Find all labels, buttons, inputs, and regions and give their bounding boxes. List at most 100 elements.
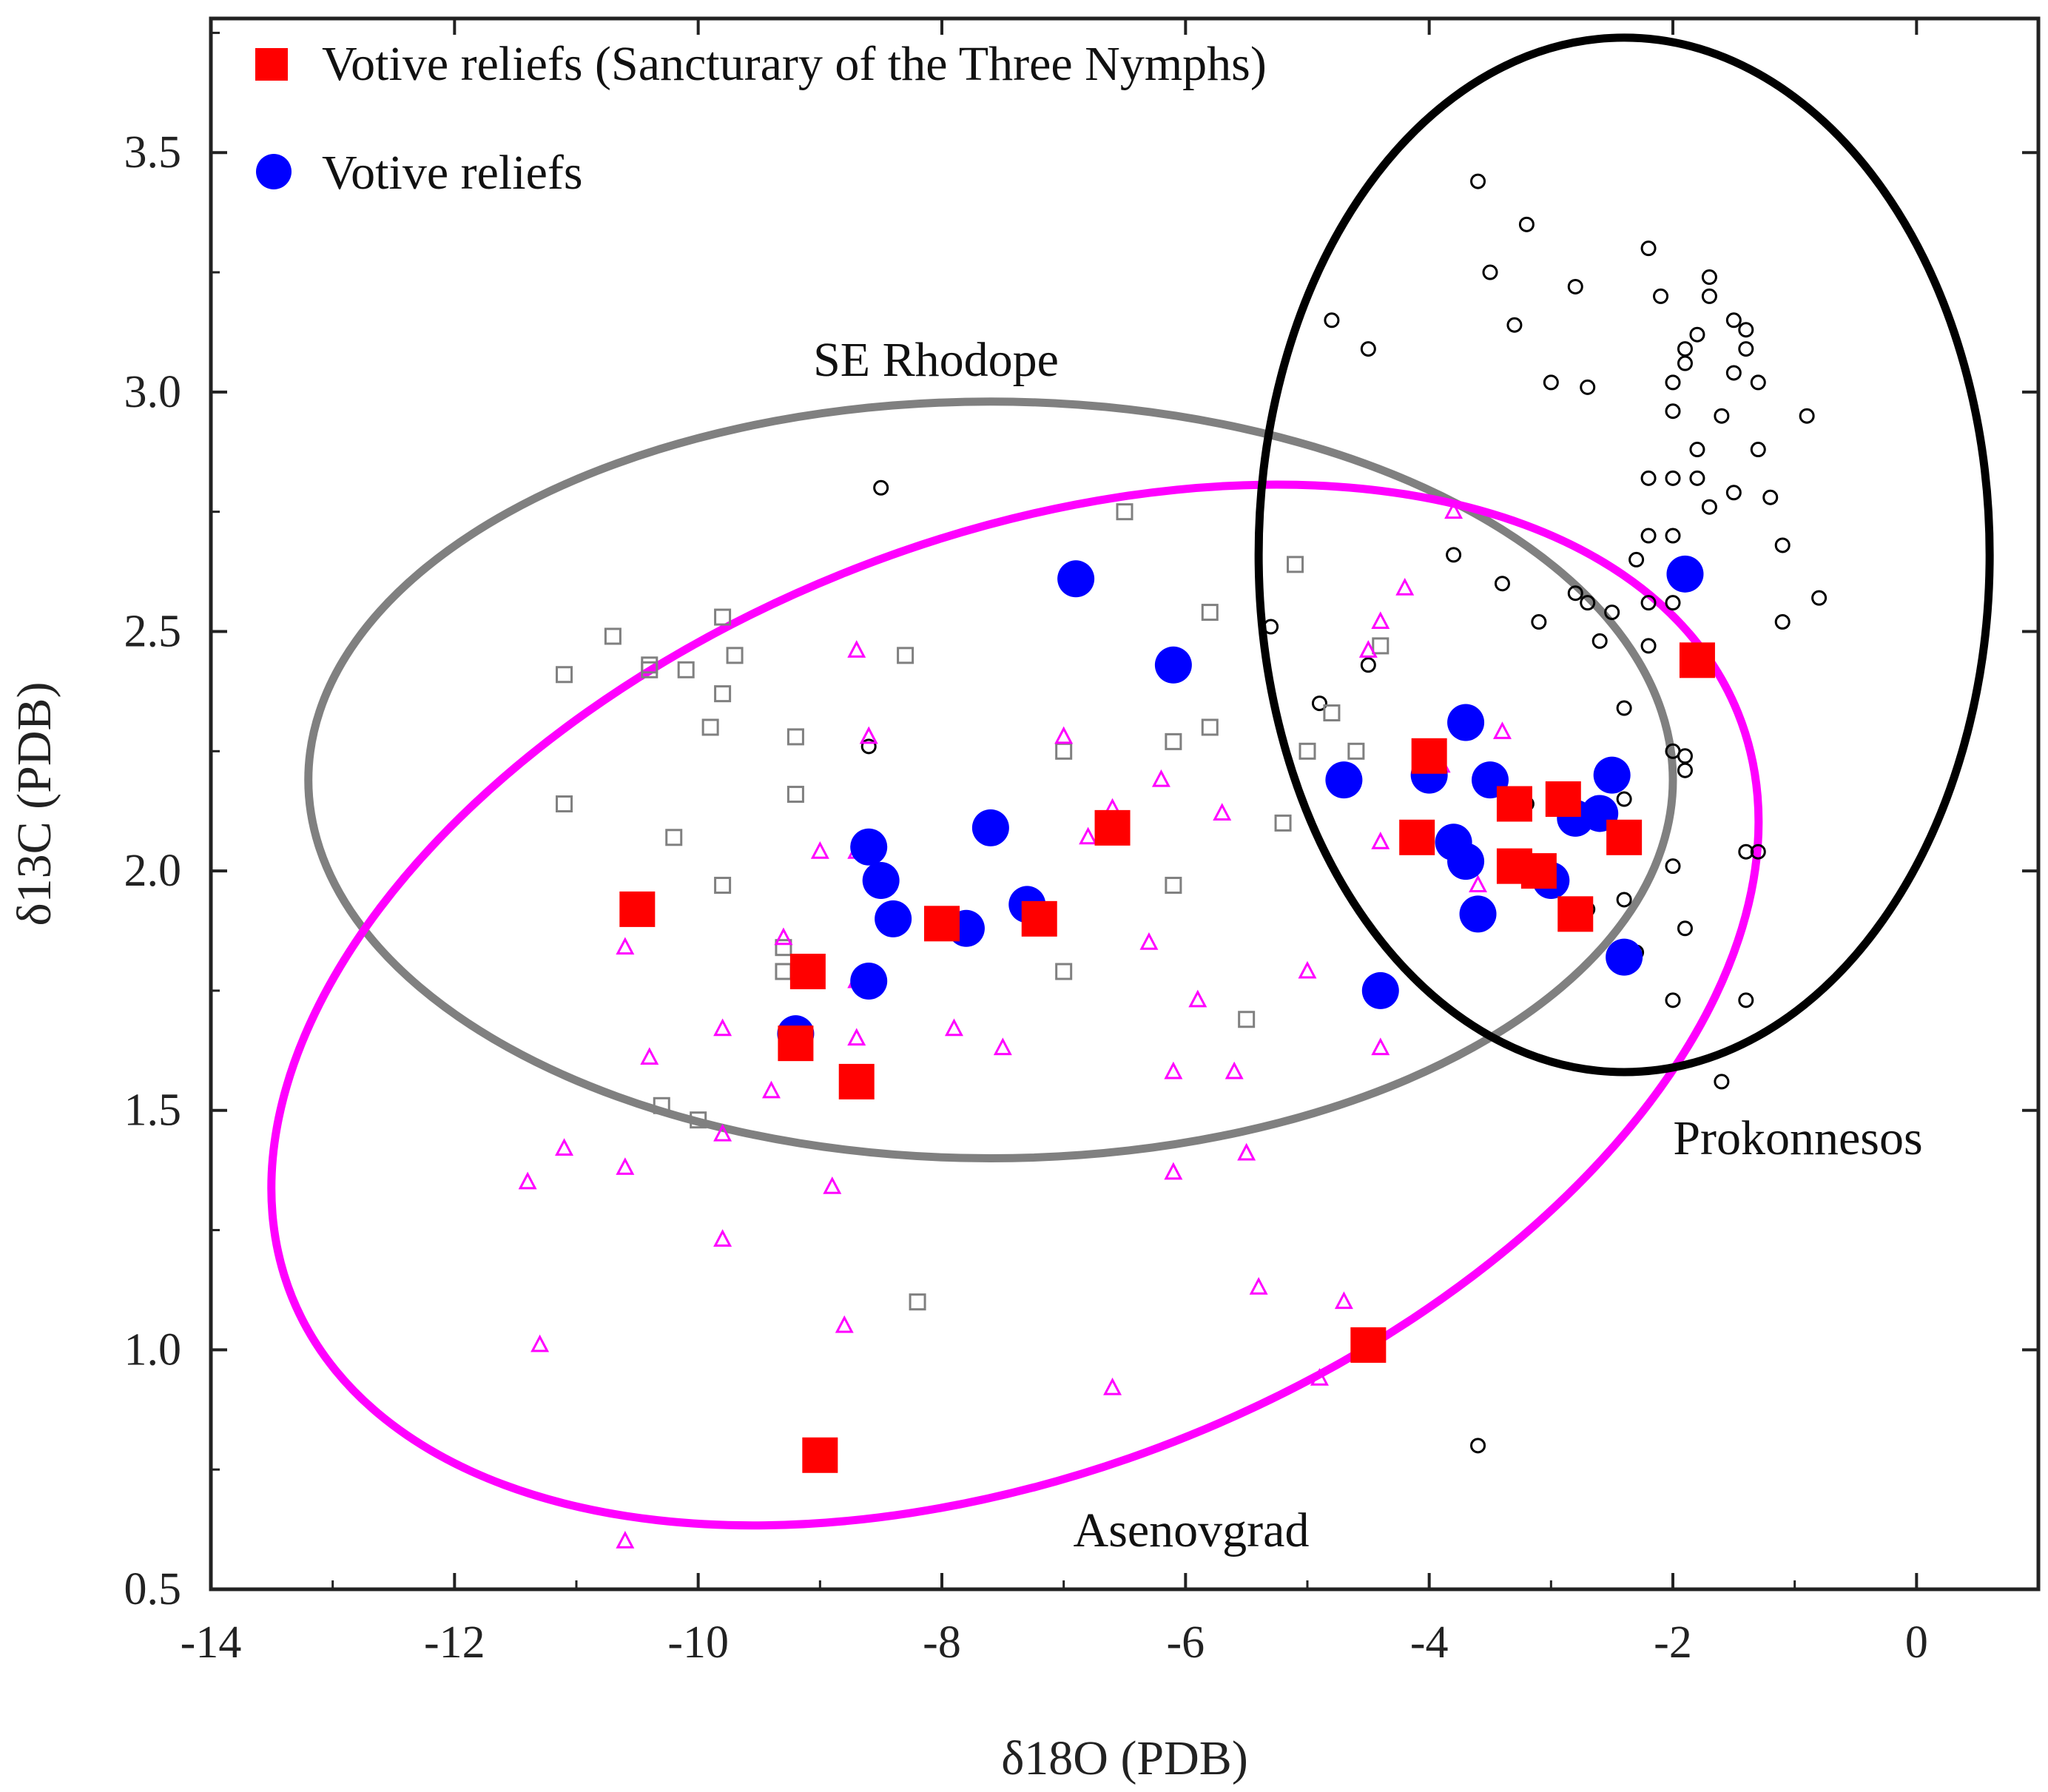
point-prokonnesos-samples xyxy=(1750,843,1766,860)
point-prokonnesos-samples xyxy=(1762,489,1779,505)
point-asenovgrad-samples xyxy=(847,1028,866,1046)
plot-frame xyxy=(209,16,2041,1591)
point-prokonnesos-samples xyxy=(1531,614,1547,630)
point-asenovgrad-samples xyxy=(859,726,878,744)
point-votive-reliefs xyxy=(1666,555,1704,593)
region-ellipses xyxy=(267,33,1994,1530)
point-asenovgrad-samples xyxy=(1054,726,1074,744)
point-votive-reliefs-sancturary-of-the-three-nymphs xyxy=(778,1025,814,1062)
point-prokonnesos-samples xyxy=(1616,700,1632,716)
x-tick-label: -10 xyxy=(667,1617,729,1668)
point-prokonnesos-samples xyxy=(1616,892,1632,908)
point-se-rhodope-samples xyxy=(665,829,683,846)
point-votive-reliefs-sancturary-of-the-three-nymphs xyxy=(924,906,960,942)
point-asenovgrad-samples xyxy=(847,640,866,658)
point-se-rhodope-samples xyxy=(1347,742,1365,760)
point-prokonnesos-samples xyxy=(1725,365,1742,381)
point-asenovgrad-samples xyxy=(1139,932,1159,950)
point-se-rhodope-samples xyxy=(1201,604,1219,622)
point-asenovgrad-samples xyxy=(993,1037,1012,1056)
point-votive-reliefs xyxy=(1361,971,1399,1009)
point-prokonnesos-samples xyxy=(1774,614,1791,630)
point-prokonnesos-samples xyxy=(1738,341,1754,357)
point-prokonnesos-samples xyxy=(1677,920,1693,937)
y-tick-label: 1.0 xyxy=(124,1324,182,1375)
point-prokonnesos-samples xyxy=(1324,312,1340,329)
point-votive-reliefs xyxy=(1154,646,1192,684)
point-asenovgrad-samples xyxy=(1164,1061,1183,1079)
point-prokonnesos-samples xyxy=(1774,537,1791,553)
x-axis-title: δ18O (PDB) xyxy=(1001,1731,1248,1785)
point-asenovgrad-samples xyxy=(774,927,793,946)
point-prokonnesos-samples xyxy=(1482,264,1498,280)
point-asenovgrad-samples xyxy=(1103,1377,1122,1395)
point-prokonnesos-samples xyxy=(1604,604,1620,621)
point-prokonnesos-samples xyxy=(1750,442,1766,458)
point-prokonnesos-samples xyxy=(860,738,877,755)
point-prokonnesos-samples xyxy=(1470,173,1486,189)
region-ellipse-prokonnesos xyxy=(1254,33,1994,1077)
point-votive-reliefs xyxy=(1447,843,1485,880)
point-votive-reliefs xyxy=(1593,756,1631,794)
point-asenovgrad-samples xyxy=(1444,501,1463,519)
point-asenovgrad-samples xyxy=(1334,1291,1353,1310)
y-tick-label: 3.5 xyxy=(124,127,182,178)
point-asenovgrad-samples xyxy=(1151,769,1170,787)
point-prokonnesos-samples xyxy=(1701,499,1717,515)
point-se-rhodope-samples xyxy=(1274,814,1292,832)
point-votive-reliefs-sancturary-of-the-three-nymphs xyxy=(619,891,656,927)
point-prokonnesos-samples xyxy=(1470,1438,1486,1454)
point-asenovgrad-samples xyxy=(944,1018,963,1037)
y-axis-title: δ13C (PDB) xyxy=(7,682,61,926)
point-prokonnesos-samples xyxy=(1689,442,1705,458)
point-prokonnesos-samples xyxy=(1811,590,1828,606)
point-prokonnesos-samples xyxy=(1738,992,1754,1008)
point-asenovgrad-samples xyxy=(1249,1277,1268,1295)
point-prokonnesos-samples xyxy=(1665,470,1681,486)
point-se-rhodope-samples xyxy=(604,627,622,645)
point-se-rhodope-samples xyxy=(1116,503,1134,521)
region-label-se-rhodope: SE Rhodope xyxy=(813,333,1059,387)
point-votive-reliefs-sancturary-of-the-three-nymphs xyxy=(1411,738,1447,774)
point-asenovgrad-samples xyxy=(1358,640,1378,658)
point-votive-reliefs xyxy=(1606,938,1643,976)
point-asenovgrad-samples xyxy=(1310,1367,1329,1386)
point-asenovgrad-samples xyxy=(616,937,635,955)
x-tick-label: 0 xyxy=(1905,1617,1928,1668)
point-prokonnesos-samples xyxy=(1616,791,1632,807)
point-votive-reliefs-sancturary-of-the-three-nymphs xyxy=(789,954,826,990)
point-se-rhodope-samples xyxy=(1055,963,1073,980)
point-prokonnesos-samples xyxy=(1263,619,1279,635)
point-asenovgrad-samples xyxy=(835,1315,854,1333)
point-votive-reliefs xyxy=(1057,560,1095,598)
point-prokonnesos-samples xyxy=(1725,312,1742,329)
point-se-rhodope-samples xyxy=(1287,556,1304,573)
point-prokonnesos-samples xyxy=(1701,269,1717,286)
point-prokonnesos-samples xyxy=(1567,585,1583,602)
point-prokonnesos-samples xyxy=(1640,240,1657,257)
point-prokonnesos-samples xyxy=(1738,843,1754,860)
point-asenovgrad-samples xyxy=(616,1157,635,1175)
point-se-rhodope-samples xyxy=(556,666,573,684)
point-asenovgrad-samples xyxy=(555,1138,574,1156)
point-votive-reliefs xyxy=(1325,761,1363,799)
axis-ticks: -14 -12 -10 -8 -6 -4 -2 0 0.5 1.0 1.5 2.0 2.5 3.0 3.5 xyxy=(124,18,2038,1668)
point-votive-reliefs xyxy=(971,809,1009,846)
point-prokonnesos-samples xyxy=(1543,374,1559,391)
y-tick-label: 0.5 xyxy=(124,1564,182,1614)
point-se-rhodope-samples xyxy=(1323,704,1341,722)
point-prokonnesos-samples xyxy=(1725,485,1742,501)
point-asenovgrad-samples xyxy=(713,1018,732,1037)
x-tick-label: -6 xyxy=(1167,1617,1205,1668)
point-asenovgrad-samples xyxy=(1371,1037,1390,1056)
point-votive-reliefs-sancturary-of-the-three-nymphs xyxy=(1350,1327,1387,1363)
point-se-rhodope-samples xyxy=(726,647,744,664)
point-votive-reliefs-sancturary-of-the-three-nymphs xyxy=(1094,809,1131,846)
point-votive-reliefs xyxy=(862,862,900,900)
x-tick-label: -14 xyxy=(181,1617,242,1668)
point-se-rhodope-samples xyxy=(1165,732,1182,750)
point-se-rhodope-samples xyxy=(714,685,732,703)
legend-marker-red-square xyxy=(255,48,288,81)
point-se-rhodope-samples xyxy=(909,1293,926,1311)
point-prokonnesos-samples xyxy=(1689,326,1705,343)
